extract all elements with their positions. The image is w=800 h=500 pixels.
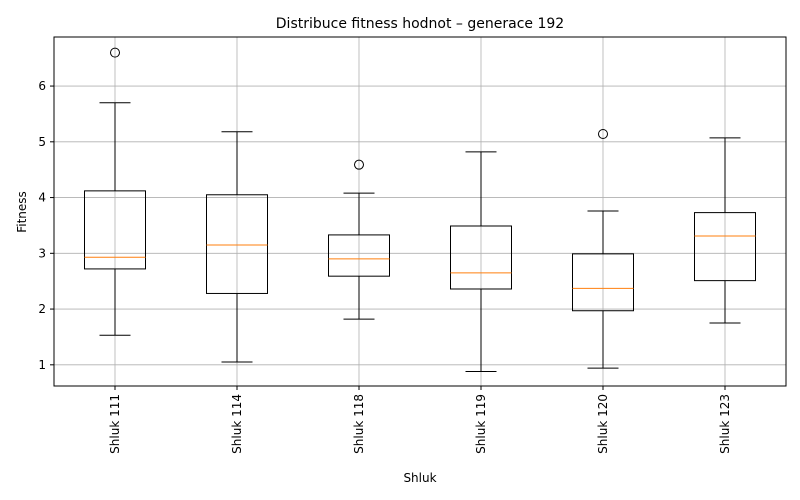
box-group (328, 159, 390, 320)
box-iqr (206, 194, 268, 294)
grid-lines (54, 37, 786, 386)
box-group (694, 137, 756, 324)
outlier-point (598, 129, 608, 140)
y-tick-label: 2 (38, 302, 46, 316)
box-group (450, 151, 512, 373)
box-iqr (328, 234, 390, 277)
outlier-point (110, 47, 120, 58)
box-iqr (572, 253, 634, 312)
box-group (84, 47, 146, 336)
box-iqr (84, 190, 146, 270)
x-tick-label: Shluk 120 (596, 394, 610, 454)
chart-title: Distribuce fitness hodnot – generace 192 (276, 16, 564, 32)
outlier-point (354, 159, 364, 170)
box-iqr (450, 225, 512, 290)
axes: 1 2 3 4 5 6 Shluk 111 Shluk 114 Shluk 118 Shluk 1… (38, 79, 732, 454)
y-tick-label: 4 (38, 191, 46, 205)
x-axis-label: Shluk (403, 471, 436, 485)
y-tick-label: 3 (38, 246, 46, 260)
y-tick-label: 6 (38, 79, 46, 93)
plot-frame (53, 36, 787, 387)
x-tick-label: Shluk 123 (718, 394, 732, 454)
box-iqr (694, 212, 756, 282)
x-tick-label: Shluk 114 (230, 394, 244, 454)
y-tick-label: 5 (38, 135, 46, 149)
x-tick-label: Shluk 111 (108, 394, 122, 454)
y-axis-label: Fitness (15, 191, 29, 233)
boxes (84, 47, 756, 373)
box-group (572, 129, 634, 369)
x-tick-label: Shluk 119 (474, 394, 488, 454)
box-group (206, 131, 268, 363)
x-tick-label: Shluk 118 (352, 394, 366, 454)
y-tick-label: 1 (38, 358, 46, 372)
